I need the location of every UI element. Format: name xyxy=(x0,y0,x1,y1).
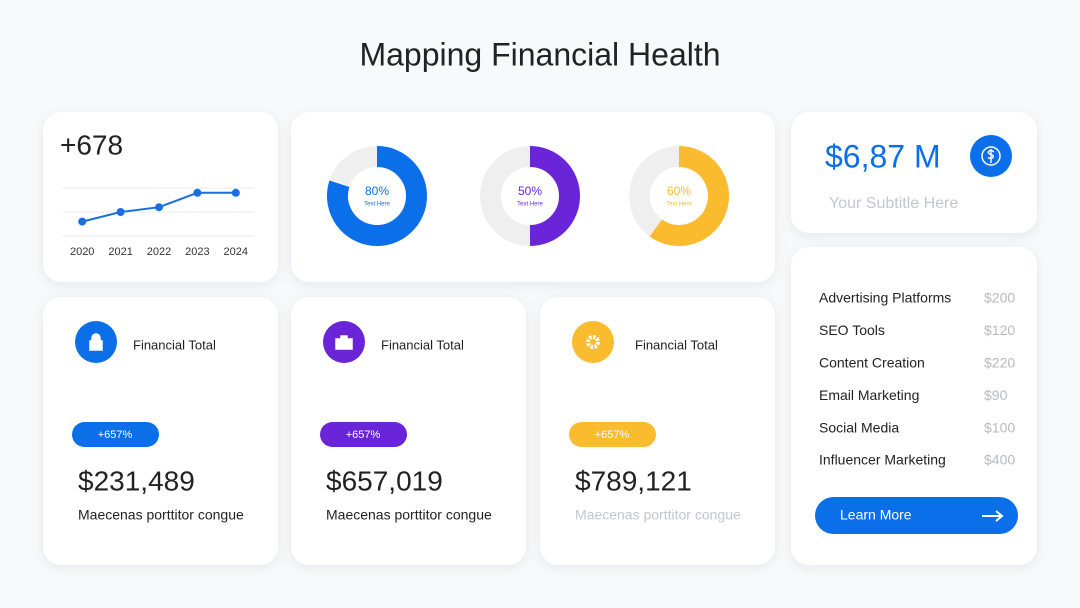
budget-label: SEO Tools xyxy=(819,322,885,338)
trend-point xyxy=(193,188,202,197)
donut-value-label: 50% xyxy=(518,184,542,198)
budget-value: $200 xyxy=(984,290,1015,306)
budget-value: $90 xyxy=(984,387,1008,403)
trend-card xyxy=(43,112,278,282)
dollar-icon-glyph xyxy=(987,149,995,163)
finance-note: Maecenas porttitor congue xyxy=(78,507,244,523)
finance-amount: $657,019 xyxy=(326,465,443,496)
donut-arc xyxy=(649,146,729,246)
trend-point xyxy=(116,208,125,216)
budget-label: Advertising Platforms xyxy=(819,290,951,306)
finance-note: Maecenas porttitor congue xyxy=(326,507,492,523)
budget-value: $220 xyxy=(984,355,1015,371)
x-tick-label: 2021 xyxy=(108,246,132,258)
trend-point xyxy=(155,203,163,212)
page-title: Mapping Financial Health xyxy=(359,36,720,72)
budget-label: Influencer Marketing xyxy=(819,452,946,468)
budget-label: Email Marketing xyxy=(819,387,919,403)
change-label: +657% xyxy=(595,429,630,441)
donut-caption: Text Here xyxy=(517,202,543,208)
finance-card xyxy=(43,297,278,565)
finance-card xyxy=(540,297,775,565)
donut-arc xyxy=(327,146,427,246)
arrow-icon xyxy=(982,510,1004,522)
finance-amount: $789,121 xyxy=(575,465,692,496)
change-pill xyxy=(569,422,656,447)
lock-icon xyxy=(89,333,103,351)
finance-amount: $231,489 xyxy=(78,465,195,496)
headline: +678 xyxy=(60,129,123,160)
x-tick-label: 2020 xyxy=(70,246,94,258)
finance-card xyxy=(291,297,526,565)
dollar-icon-ring xyxy=(981,146,1001,166)
donut-arc xyxy=(529,146,580,246)
change-pill xyxy=(72,422,159,447)
button-label: Learn More xyxy=(840,507,912,523)
finance-label: Financial Total xyxy=(381,337,464,352)
trend-point xyxy=(231,188,240,197)
donut-caption: Text Here xyxy=(364,202,390,208)
trend-point xyxy=(78,217,87,226)
change-pill xyxy=(320,422,407,447)
summary-subtitle: Your Subtitle Here xyxy=(829,195,958,212)
finance-label: Financial Total xyxy=(635,337,718,352)
budget-value: $400 xyxy=(984,452,1015,468)
donut-caption: Text Here xyxy=(666,202,692,208)
x-tick-label: 2024 xyxy=(224,246,248,258)
donut-value-label: 60% xyxy=(667,184,691,198)
change-label: +657% xyxy=(98,429,133,441)
learn-more-button[interactable] xyxy=(815,497,1018,534)
x-tick-label: 2023 xyxy=(185,246,209,258)
budget-label: Social Media xyxy=(819,419,899,435)
x-tick-label: 2022 xyxy=(147,246,171,258)
budget-card xyxy=(791,247,1037,565)
budget-label: Content Creation xyxy=(819,355,925,371)
finance-label: Financial Total xyxy=(133,337,216,352)
finance-note: Maecenas porttitor congue xyxy=(575,507,741,523)
budget-value: $120 xyxy=(984,322,1015,338)
change-label: +657% xyxy=(346,429,381,441)
budget-value: $100 xyxy=(984,419,1015,435)
gear-icon xyxy=(586,335,600,349)
chart-gridlines xyxy=(63,187,255,237)
finance-icon-bg xyxy=(572,321,614,363)
donut-value-label: 80% xyxy=(365,184,389,198)
bag-icon xyxy=(335,335,353,350)
summary-amount: $6,87 M xyxy=(825,138,941,174)
